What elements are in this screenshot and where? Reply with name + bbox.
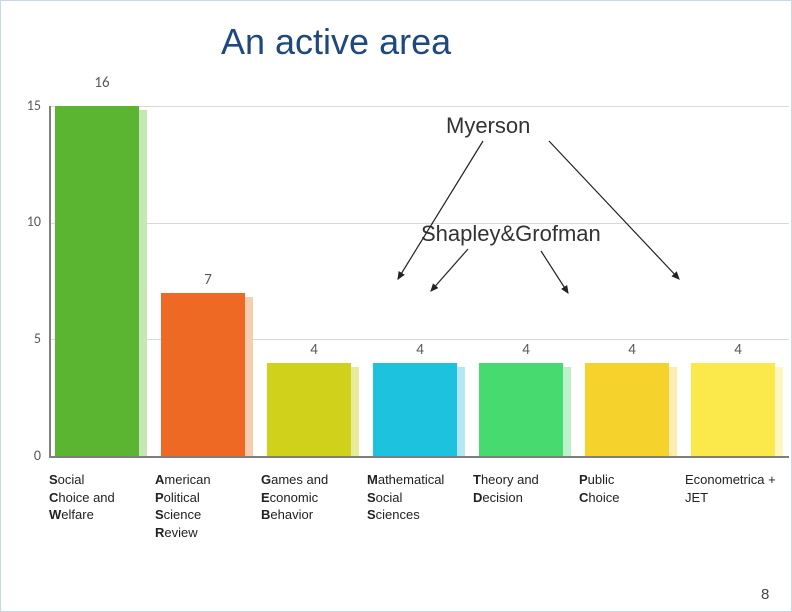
gridline: [49, 106, 789, 107]
gridline: [49, 223, 789, 224]
x-label-1: AmericanPoliticalScienceReview: [155, 471, 261, 541]
bar-1: [161, 293, 245, 456]
arrow-1: [549, 141, 679, 279]
bar-shadow: [563, 367, 571, 456]
annotation-0: Myerson: [446, 113, 530, 139]
slide: An active area Myerson Shapley&Grofman 0 5…: [0, 0, 792, 612]
bar-value-label: 7: [156, 271, 260, 289]
x-label-2: Games andEconomicBehavior: [261, 471, 367, 524]
y-tick-label: 10: [15, 213, 41, 230]
bar-5: [585, 363, 669, 456]
slide-title: An active area: [221, 21, 451, 63]
x-axis: [49, 456, 789, 458]
bar-2: [267, 363, 351, 456]
arrow-3: [541, 251, 568, 293]
bar-shadow: [245, 297, 253, 456]
bar-value-label: 4: [580, 341, 684, 359]
x-label-0: SocialChoice andWelfare: [49, 471, 155, 524]
bar-value-label: 4: [368, 341, 472, 359]
x-label-4: Theory andDecision: [473, 471, 579, 506]
bar-value-label: 4: [262, 341, 366, 359]
y-axis: [49, 106, 51, 456]
y-tick-label: 0: [15, 447, 41, 464]
bar-0: [55, 106, 139, 456]
bar-shadow: [351, 367, 359, 456]
bar-shadow: [457, 367, 465, 456]
bar-value-label: 16: [50, 74, 154, 92]
bar-value-label: 4: [474, 341, 578, 359]
x-label-6: Econometrica +JET: [685, 471, 791, 506]
bar-shadow: [139, 110, 147, 456]
page-number: 8: [761, 586, 769, 603]
bar-shadow: [669, 367, 677, 456]
annotation-1: Shapley&Grofman: [421, 221, 601, 247]
y-tick-label: 5: [15, 330, 41, 347]
bar-3: [373, 363, 457, 456]
y-tick-label: 15: [15, 97, 41, 114]
bar-shadow: [775, 367, 783, 456]
bar-value-label: 4: [686, 341, 790, 359]
x-label-3: MathematicalSocialSciences: [367, 471, 473, 524]
x-label-5: PublicChoice: [579, 471, 685, 506]
bar-6: [691, 363, 775, 456]
arrow-0: [398, 141, 483, 279]
bar-4: [479, 363, 563, 456]
arrow-2: [431, 249, 468, 291]
